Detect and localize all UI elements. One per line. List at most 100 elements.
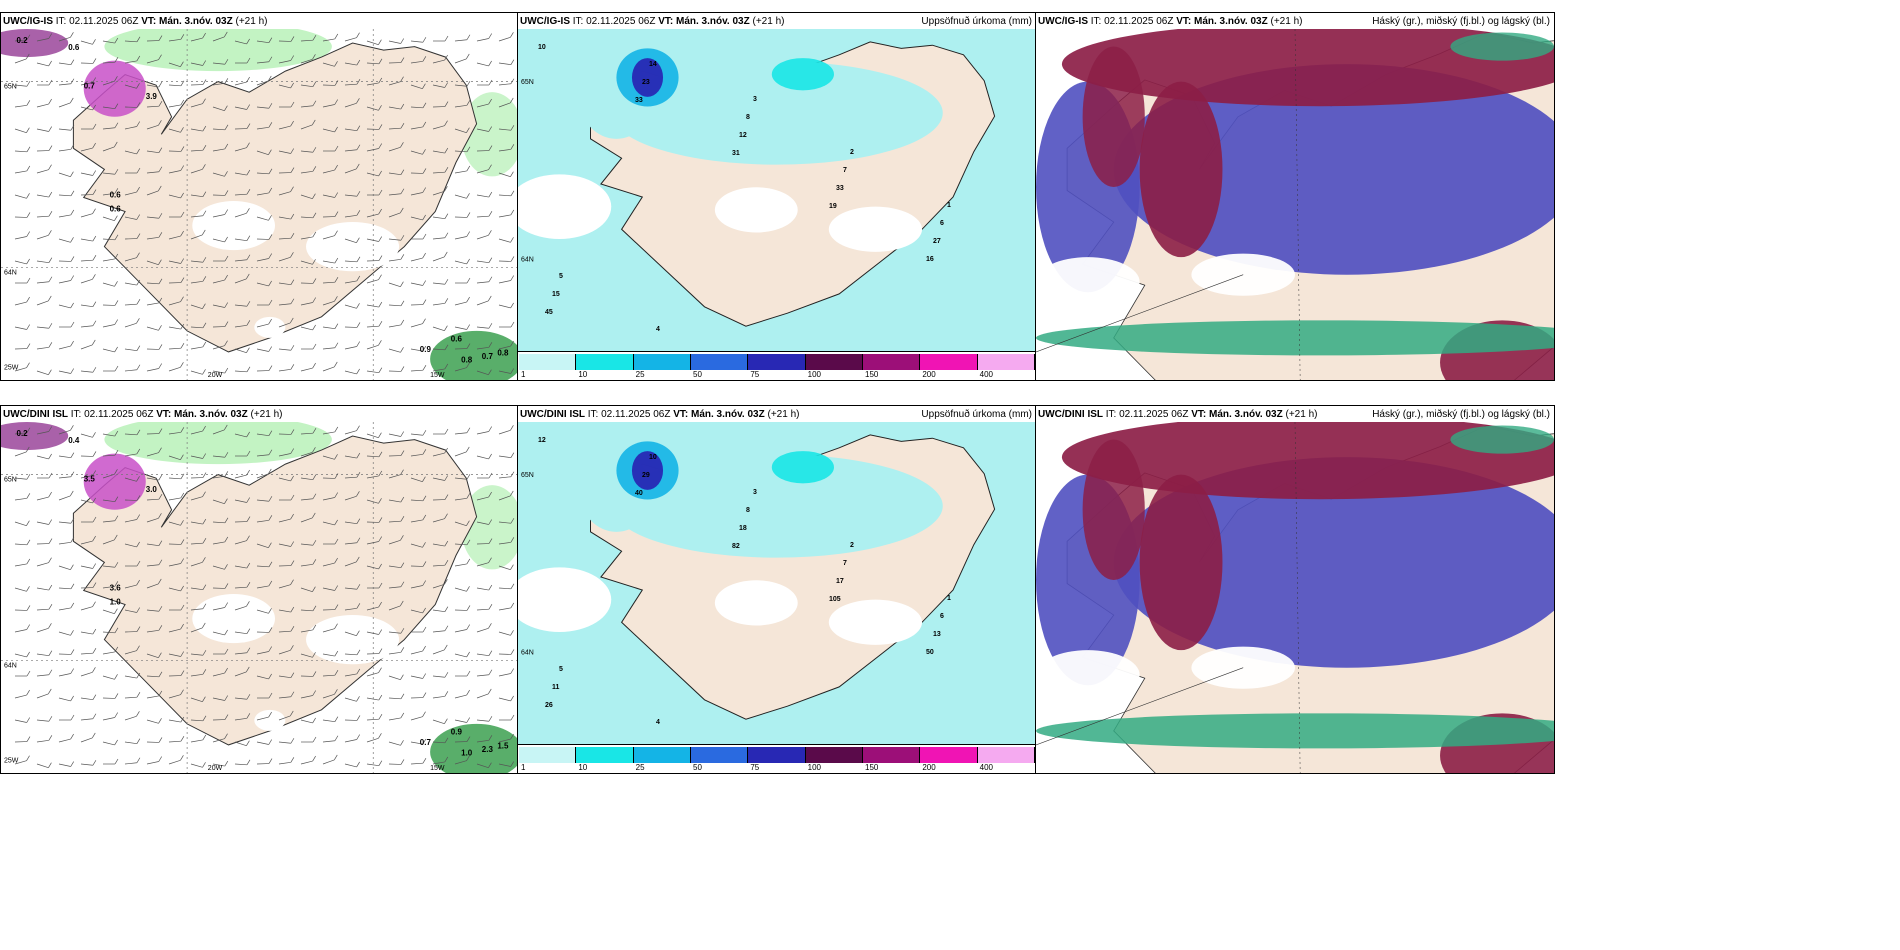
wind-barb xyxy=(410,477,423,483)
field-title: Háský (gr.), miðský (fj.bl.) og lágský (… xyxy=(1372,409,1550,420)
wind-barb xyxy=(14,236,27,240)
wind-barb xyxy=(36,234,49,240)
colorbar-swatch xyxy=(863,747,921,763)
wind-barb xyxy=(388,127,401,130)
wind-barb xyxy=(14,629,27,633)
precip-intense-area xyxy=(1,29,69,58)
wind-barb xyxy=(432,302,445,306)
wind-barb xyxy=(234,565,247,569)
wind-barb xyxy=(476,455,489,460)
wind-barb xyxy=(344,83,357,86)
precip-value: 5 xyxy=(559,273,563,280)
wind-barb xyxy=(36,521,49,525)
wind-barb xyxy=(454,326,467,330)
wind-barb xyxy=(278,322,291,328)
wind-barb xyxy=(212,607,225,611)
wind-barb xyxy=(212,279,225,284)
wind-barb xyxy=(80,718,93,721)
wind-barb xyxy=(58,194,71,197)
wind-barb xyxy=(102,520,115,523)
wind-barb xyxy=(300,150,313,153)
no-precip-area xyxy=(518,567,612,632)
wind-barb xyxy=(344,280,357,284)
wind-barb xyxy=(410,609,423,614)
wind-barb xyxy=(300,695,313,699)
wind-barb xyxy=(366,541,379,545)
wind-barb xyxy=(498,565,511,571)
wind-barb xyxy=(322,455,335,460)
wind-barb xyxy=(498,673,511,677)
wind-barb xyxy=(256,348,269,352)
precip-area xyxy=(771,451,834,484)
panel-bottom-wind: UWC/DINI ISL IT: 02.11.2025 06Z VT: Mán.… xyxy=(0,405,519,774)
wind-barb xyxy=(498,102,511,108)
wind-barb xyxy=(234,278,247,284)
lead-time: (+21 h) xyxy=(752,16,785,27)
wind-barb xyxy=(300,105,313,108)
precip-value: 27 xyxy=(933,238,941,245)
wind-barb xyxy=(366,106,379,111)
wind-barb xyxy=(366,737,379,743)
wind-barb xyxy=(234,652,247,655)
wind-barb xyxy=(146,368,159,372)
wind-barb xyxy=(388,348,401,353)
wind-barb xyxy=(212,455,225,458)
wind-barb xyxy=(168,366,181,372)
wind-barb xyxy=(256,675,269,680)
wind-barb xyxy=(388,238,401,241)
wind-barb xyxy=(190,62,203,66)
wind-barb xyxy=(344,37,357,42)
wind-barb xyxy=(102,499,115,503)
wind-barb xyxy=(366,370,379,374)
colorbar-swatch xyxy=(805,354,863,370)
glacier xyxy=(192,593,276,644)
wind-barb xyxy=(278,518,291,523)
wind-barb xyxy=(256,651,269,655)
wind-barb xyxy=(14,587,27,592)
wind-barb xyxy=(190,168,203,174)
wind-barb xyxy=(476,128,489,132)
wind-barb xyxy=(168,235,181,240)
wind-barb xyxy=(190,304,203,310)
wind-barb xyxy=(190,215,203,218)
precip-value: 2.3 xyxy=(482,745,494,754)
wind-barb xyxy=(410,716,423,721)
lead-time: (+21 h) xyxy=(1285,409,1318,420)
wind-barb xyxy=(388,212,401,218)
wind-barb xyxy=(256,585,269,589)
wind-barb xyxy=(366,718,379,721)
wind-barb xyxy=(454,451,467,457)
lon-label: 15W xyxy=(430,372,445,379)
wind-barb xyxy=(300,367,313,372)
colorbar-label: 100 xyxy=(807,370,822,379)
wind-barb xyxy=(300,236,313,240)
wind-barb xyxy=(498,83,511,86)
precip-value: 17 xyxy=(836,578,844,585)
wind-barb xyxy=(322,347,335,350)
wind-barb xyxy=(14,128,27,134)
panel-top-cloud: UWC/IG-IS IT: 02.11.2025 06Z VT: Mán. 3.… xyxy=(1035,12,1555,381)
wind-barb xyxy=(168,497,181,501)
colorbar-swatch xyxy=(519,354,577,370)
wind-barb xyxy=(498,194,511,197)
wind-barb xyxy=(190,697,203,703)
wind-barb xyxy=(322,104,335,108)
wind-barb xyxy=(366,172,379,177)
wind-barb xyxy=(366,672,379,677)
wind-barb xyxy=(124,477,137,482)
wind-barb xyxy=(454,39,467,42)
wind-barb xyxy=(476,653,489,657)
wind-barb xyxy=(80,238,93,242)
wind-barb xyxy=(14,260,27,265)
wind-barb xyxy=(498,697,511,702)
wind-barb xyxy=(344,697,357,702)
wind-barb xyxy=(14,432,27,435)
field-title: Uppsöfnuð úrkoma (mm) xyxy=(921,16,1032,27)
wind-barb xyxy=(454,432,467,435)
precip-value: 10 xyxy=(538,44,546,51)
wind-barb xyxy=(212,36,225,42)
wind-barb xyxy=(344,304,357,309)
wind-barb xyxy=(410,282,423,286)
wind-barb xyxy=(322,497,335,501)
wind-barb xyxy=(410,762,423,765)
